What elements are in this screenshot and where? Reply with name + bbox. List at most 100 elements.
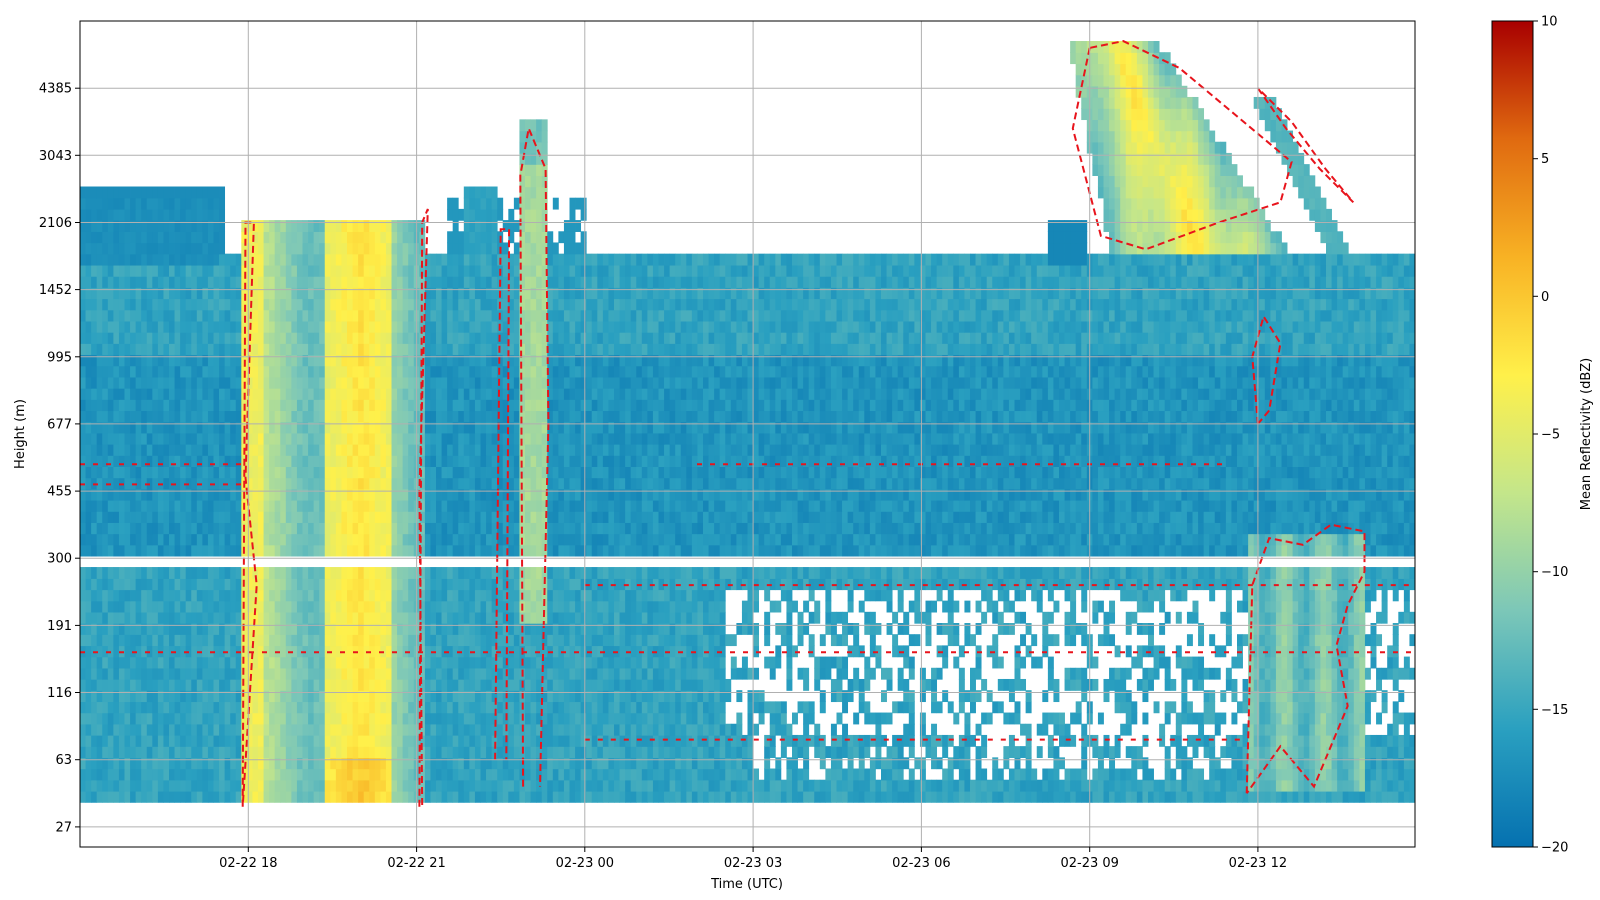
heatmap-cell [491, 790, 498, 803]
heatmap-cell [180, 511, 187, 523]
heatmap-cell [447, 790, 454, 803]
heatmap-cell [141, 712, 148, 725]
heatmap-cell [1231, 712, 1238, 725]
heatmap-cell [625, 600, 632, 613]
heatmap-cell [652, 533, 659, 546]
heatmap-cell [424, 511, 431, 523]
heatmap-cell [1292, 757, 1299, 770]
heatmap-cell [1220, 645, 1227, 658]
heatmap-cell [853, 779, 860, 792]
heatmap-cell [1398, 779, 1405, 792]
heatmap-cell [141, 600, 148, 613]
heatmap-cell [1275, 768, 1282, 781]
heatmap-cell [497, 544, 504, 557]
heatmap-cell [324, 734, 331, 747]
heatmap-cell [152, 723, 159, 736]
heatmap-cell [1148, 578, 1154, 591]
heatmap-cell [586, 734, 593, 747]
heatmap-cell [330, 723, 337, 736]
heatmap-cell [1131, 522, 1138, 535]
heatmap-cell [1242, 746, 1249, 758]
heatmap-cell [308, 589, 315, 602]
heatmap-cell [1120, 667, 1127, 680]
heatmap-cell [1331, 578, 1338, 591]
heatmap-cell [185, 634, 192, 647]
heatmap-cell [569, 600, 576, 613]
heatmap-cell [1275, 701, 1282, 714]
heatmap-cell [1025, 623, 1032, 635]
heatmap-cell [269, 623, 276, 635]
heatmap-cell [914, 611, 921, 624]
heatmap-cell [1003, 544, 1010, 557]
heatmap-cell [157, 734, 164, 747]
heatmap-cell [463, 678, 470, 691]
heatmap-cell [569, 768, 576, 781]
heatmap-cell [903, 544, 910, 557]
heatmap-cell [552, 589, 559, 602]
heatmap-cell [486, 779, 493, 792]
heatmap-cell [1270, 623, 1277, 635]
heatmap-cell [1097, 600, 1104, 613]
heatmap-cell [130, 634, 137, 647]
heatmap-cell [725, 690, 732, 703]
heatmap-cell [102, 567, 109, 579]
heatmap-cell [997, 701, 1004, 714]
heatmap-cell [580, 522, 587, 535]
heatmap-cell [608, 790, 615, 803]
heatmap-cell [185, 723, 192, 736]
heatmap-cell [1097, 567, 1104, 579]
heatmap-cell [686, 544, 693, 557]
heatmap-cell [881, 690, 887, 703]
heatmap-cell [775, 533, 782, 546]
heatmap-cell [975, 690, 982, 703]
heatmap-cell [1292, 790, 1299, 803]
heatmap-cell [513, 544, 520, 557]
heatmap-cell [1287, 701, 1294, 714]
heatmap-cell [1248, 533, 1255, 546]
heatmap-cell [997, 533, 1004, 546]
heatmap-cell [369, 712, 376, 725]
heatmap-cell [836, 667, 843, 680]
heatmap-cell [691, 746, 698, 758]
heatmap-cell [85, 611, 92, 624]
heatmap-cell [302, 656, 309, 669]
heatmap-cell [196, 768, 203, 781]
heatmap-cell [853, 678, 860, 691]
heatmap-cell [597, 779, 604, 792]
heatmap-cell [274, 567, 281, 579]
heatmap-cell [157, 656, 164, 669]
heatmap-cell [1242, 567, 1249, 579]
heatmap-cell [931, 667, 938, 680]
heatmap-cell [402, 678, 409, 691]
heatmap-cell [330, 656, 337, 669]
heatmap-cell [875, 522, 882, 535]
heatmap-cell [80, 578, 86, 591]
heatmap-cell [669, 600, 676, 613]
heatmap-cell [163, 790, 170, 803]
heatmap-cell [319, 544, 326, 557]
heatmap-cell [174, 768, 181, 781]
heatmap-cell [469, 600, 476, 613]
heatmap-cell [196, 746, 203, 758]
heatmap-cell [246, 611, 253, 624]
heatmap-cell [741, 611, 748, 624]
heatmap-cell [892, 746, 899, 758]
heatmap-cell [619, 746, 626, 758]
heatmap-cell [252, 634, 259, 647]
heatmap-cell [619, 544, 626, 557]
heatmap-cell [1320, 667, 1327, 680]
heatmap-cell [1225, 589, 1232, 602]
heatmap-cell [1081, 667, 1088, 680]
heatmap-cell [652, 690, 659, 703]
heatmap-cell [347, 779, 353, 792]
heatmap-cell [146, 690, 153, 703]
heatmap-cell [719, 746, 726, 758]
heatmap-cell [975, 790, 982, 803]
heatmap-cell [213, 567, 220, 579]
heatmap-cell [602, 678, 609, 691]
heatmap-cell [691, 678, 698, 691]
heatmap-cell [1025, 533, 1032, 546]
heatmap-cell [1409, 578, 1415, 591]
heatmap-cell [602, 623, 609, 635]
heatmap-cell [258, 511, 264, 523]
